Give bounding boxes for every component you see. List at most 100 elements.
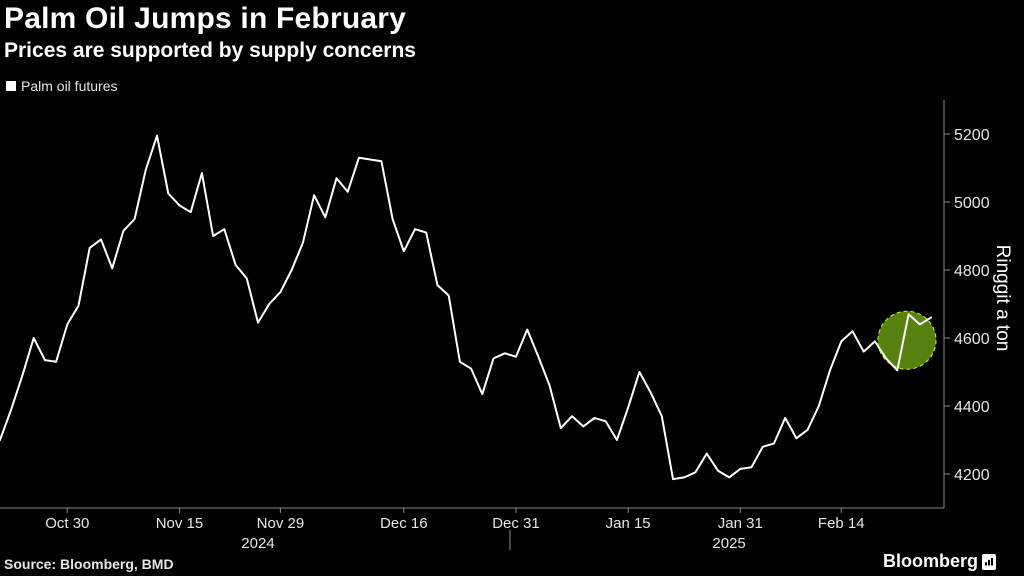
data-point	[627, 407, 629, 409]
x-tick-label: Dec 16	[380, 515, 428, 532]
data-point	[739, 468, 741, 470]
y-tick-label: 5200	[954, 127, 990, 144]
x-tick-label: Feb 14	[818, 515, 865, 532]
data-point	[459, 361, 461, 363]
data-point	[223, 228, 225, 230]
data-point	[593, 417, 595, 419]
bar-chart-icon	[982, 553, 997, 570]
data-point	[706, 453, 708, 455]
data-point	[178, 204, 180, 206]
data-point	[605, 420, 607, 422]
chart-title: Palm Oil Jumps in February	[4, 2, 406, 35]
data-point	[549, 385, 551, 387]
y-axis-title: Ringgit a ton	[980, 218, 1024, 378]
data-point	[896, 369, 898, 371]
y-axis-title-text: Ringgit a ton	[992, 244, 1013, 352]
legend-swatch	[6, 81, 16, 91]
data-point	[358, 157, 360, 159]
data-point	[134, 218, 136, 220]
data-point	[863, 351, 865, 353]
data-point	[414, 228, 416, 230]
data-point	[324, 216, 326, 218]
data-point	[807, 429, 809, 431]
data-point	[537, 356, 539, 358]
data-point	[728, 476, 730, 478]
data-point	[650, 391, 652, 393]
data-point	[840, 340, 842, 342]
highlight-circle	[877, 310, 937, 370]
data-point	[111, 267, 113, 269]
data-point	[235, 264, 237, 266]
year-label: 2025	[712, 535, 745, 552]
data-point	[380, 160, 382, 162]
data-point	[190, 211, 192, 213]
data-point	[919, 323, 921, 325]
data-point	[336, 177, 338, 179]
year-label: 2024	[241, 535, 274, 552]
data-point	[302, 242, 304, 244]
data-point	[571, 415, 573, 417]
data-point	[156, 135, 158, 137]
legend-label: Palm oil futures	[21, 78, 118, 94]
x-tick-label: Jan 31	[718, 515, 763, 532]
data-point	[10, 408, 12, 410]
data-point	[268, 303, 270, 305]
data-point	[470, 368, 472, 370]
data-point	[683, 476, 685, 478]
data-point	[313, 194, 315, 196]
data-point	[751, 466, 753, 468]
data-point	[257, 322, 259, 324]
data-point	[425, 232, 427, 234]
x-tick-label: Dec 31	[492, 515, 540, 532]
data-point	[818, 405, 820, 407]
data-point	[504, 352, 506, 354]
data-point	[55, 361, 57, 363]
data-point	[717, 470, 719, 472]
bloomberg-logo: Bloomberg	[883, 551, 997, 572]
data-point	[279, 291, 281, 293]
data-point	[829, 369, 831, 371]
data-point	[773, 442, 775, 444]
data-point	[526, 329, 528, 331]
data-point	[762, 446, 764, 448]
data-point	[122, 230, 124, 232]
data-point	[784, 417, 786, 419]
data-point	[145, 169, 147, 171]
data-point	[201, 172, 203, 174]
chart-subtitle: Prices are supported by supply concerns	[4, 39, 416, 62]
y-tick-label: 4400	[954, 399, 990, 416]
data-point	[515, 356, 517, 358]
data-point	[369, 159, 371, 161]
data-point	[100, 238, 102, 240]
series-line-palm-oil-futures	[0, 134, 932, 481]
data-point	[874, 340, 876, 342]
x-tick-label: Oct 30	[45, 515, 89, 532]
data-point	[672, 478, 674, 480]
data-point	[448, 295, 450, 297]
data-point	[212, 235, 214, 237]
data-point	[795, 437, 797, 439]
x-tick-label: Jan 15	[606, 515, 651, 532]
y-tick-label: 5000	[954, 195, 990, 212]
data-point	[347, 191, 349, 193]
data-point	[167, 193, 169, 195]
data-point	[851, 330, 853, 332]
x-tick-label: Nov 29	[257, 515, 305, 532]
data-point	[638, 371, 640, 373]
data-point	[21, 374, 23, 376]
legend: Palm oil futures	[6, 78, 117, 94]
data-point	[481, 393, 483, 395]
data-point	[616, 439, 618, 441]
data-point	[436, 284, 438, 286]
data-point	[392, 218, 394, 220]
data-point	[403, 250, 405, 252]
data-point	[66, 323, 68, 325]
source-note: Source: Bloomberg, BMD	[4, 556, 174, 572]
y-tick-label: 4200	[954, 467, 990, 484]
y-tick-label: 4800	[954, 263, 990, 280]
data-point	[246, 278, 248, 280]
data-point	[661, 415, 663, 417]
y-tick-label: 4600	[954, 331, 990, 348]
data-point	[582, 425, 584, 427]
